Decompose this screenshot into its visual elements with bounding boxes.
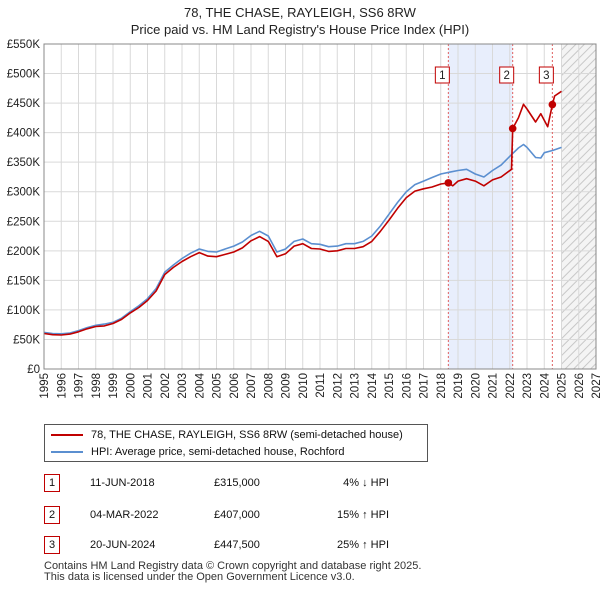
transaction-date: 20-JUN-2024 xyxy=(90,539,156,551)
y-tick-label: £50K xyxy=(13,334,40,346)
y-tick-label: £500K xyxy=(7,69,41,81)
legend-item-hpi: HPI: Average price, semi-detached house,… xyxy=(51,444,345,460)
x-tick-label: 2024 xyxy=(539,372,551,398)
transaction-point xyxy=(548,100,557,109)
chart-title: 78, THE CHASE, RAYLEIGH, SS6 8RW Price p… xyxy=(0,4,600,38)
y-tick-label: £350K xyxy=(7,157,41,169)
transaction-hpi-change: 25% ↑ HPI xyxy=(337,539,389,551)
footer-line-1: Contains HM Land Registry data © Crown c… xyxy=(44,560,422,572)
transaction-marker-box xyxy=(538,66,554,84)
legend-swatch-hpi xyxy=(51,451,83,454)
footer-attribution: Contains HM Land Registry data © Crown c… xyxy=(44,561,421,583)
x-tick-label: 1998 xyxy=(91,373,103,399)
x-tick-label: 2006 xyxy=(229,373,241,399)
x-tick-label: 1997 xyxy=(74,373,86,399)
y-tick-label: £0 xyxy=(27,364,40,376)
property-price-line xyxy=(43,90,562,336)
x-tick-label: 2026 xyxy=(574,373,586,399)
legend-item-property: 78, THE CHASE, RAYLEIGH, SS6 8RW (semi-d… xyxy=(51,427,403,443)
x-tick-label: 2015 xyxy=(384,373,396,399)
price-chart: 1 2 3 £0 £50K £100K £150K £200K £250K £300K £350K… xyxy=(7,39,600,399)
x-tick-label: 2013 xyxy=(350,373,362,399)
transaction-marker-label: 1 xyxy=(439,70,445,82)
hpi-line xyxy=(43,143,562,335)
x-tick-label: 2022 xyxy=(505,373,517,399)
x-tick-label: 2012 xyxy=(332,373,344,399)
plot-frame xyxy=(43,43,597,370)
x-tick-label: 2001 xyxy=(143,373,155,399)
x-tick-label: 2023 xyxy=(522,373,534,399)
transaction-date: 04-MAR-2022 xyxy=(90,509,159,521)
x-tick-label: 2017 xyxy=(419,373,431,399)
table-row: 2 04-MAR-2022 £407,000 15% ↑ HPI xyxy=(44,506,389,524)
legend-label-hpi: HPI: Average price, semi-detached house,… xyxy=(91,446,345,458)
x-tick-label: 2027 xyxy=(591,373,600,399)
x-tick-label: 2018 xyxy=(436,373,448,399)
transaction-marker-box xyxy=(499,66,515,84)
transaction-price: £315,000 xyxy=(214,477,260,489)
title-line-2: Price paid vs. HM Land Registry's House … xyxy=(130,22,470,37)
y-tick-label: £400K xyxy=(7,128,41,140)
x-tick-label: 2019 xyxy=(453,373,465,399)
transaction-badge: 2 xyxy=(44,506,60,524)
x-tick-label: 1996 xyxy=(56,373,68,399)
x-tick-label: 2008 xyxy=(263,373,275,399)
x-tick-label: 2014 xyxy=(367,372,379,398)
x-tick-label: 1999 xyxy=(108,373,120,399)
legend-label-property: 78, THE CHASE, RAYLEIGH, SS6 8RW (semi-d… xyxy=(91,429,403,441)
transaction-marker-label: 3 xyxy=(543,70,549,82)
y-tick-label: £250K xyxy=(7,216,41,228)
transaction-badge: 1 xyxy=(44,474,60,492)
x-tick-label: 2007 xyxy=(246,373,258,399)
transaction-hpi-change: 15% ↑ HPI xyxy=(337,509,389,521)
table-row: 3 20-JUN-2024 £447,500 25% ↑ HPI xyxy=(44,536,389,554)
transaction-date: 11-JUN-2018 xyxy=(90,477,155,489)
title-line-1: 78, THE CHASE, RAYLEIGH, SS6 8RW xyxy=(184,5,416,20)
table-row: 1 11-JUN-2018 £315,000 4% ↓ HPI xyxy=(44,474,389,492)
y-tick-label: £450K xyxy=(7,98,41,110)
x-tick-label: 2000 xyxy=(125,373,137,399)
x-tick-label: 2010 xyxy=(298,373,310,399)
footer-line-2: This data is licensed under the Open Gov… xyxy=(44,571,355,583)
chart-legend: 78, THE CHASE, RAYLEIGH, SS6 8RW (semi-d… xyxy=(44,424,428,462)
x-tick-label: 2004 xyxy=(194,372,206,398)
x-tick-label: 2005 xyxy=(212,373,224,399)
x-tick-label: 2021 xyxy=(488,373,500,399)
y-tick-label: £550K xyxy=(7,39,41,51)
transaction-hpi-change: 4% ↓ HPI xyxy=(343,477,389,489)
x-tick-label: 2020 xyxy=(470,373,482,399)
y-tick-label: £200K xyxy=(7,246,41,258)
transaction-price: £407,000 xyxy=(214,509,260,521)
x-tick-label: 2025 xyxy=(557,373,569,399)
shaded-period xyxy=(448,44,513,369)
x-tick-label: 2016 xyxy=(401,373,413,399)
x-tick-label: 2009 xyxy=(281,373,293,399)
y-tick-label: £150K xyxy=(7,275,41,287)
transaction-marker-box xyxy=(434,66,450,84)
transaction-marker-label: 2 xyxy=(503,70,509,82)
y-tick-label: £300K xyxy=(7,187,41,199)
x-tick-label: 2002 xyxy=(160,373,172,399)
x-tick-label: 2003 xyxy=(177,373,189,399)
transaction-point xyxy=(508,124,517,133)
transaction-badge: 3 xyxy=(44,536,60,554)
transaction-point xyxy=(444,179,453,187)
y-tick-label: £100K xyxy=(7,305,41,317)
transaction-price: £447,500 xyxy=(214,539,260,551)
x-tick-label: 1995 xyxy=(39,373,51,399)
legend-swatch-property xyxy=(51,434,83,437)
x-tick-label: 2011 xyxy=(315,373,327,398)
